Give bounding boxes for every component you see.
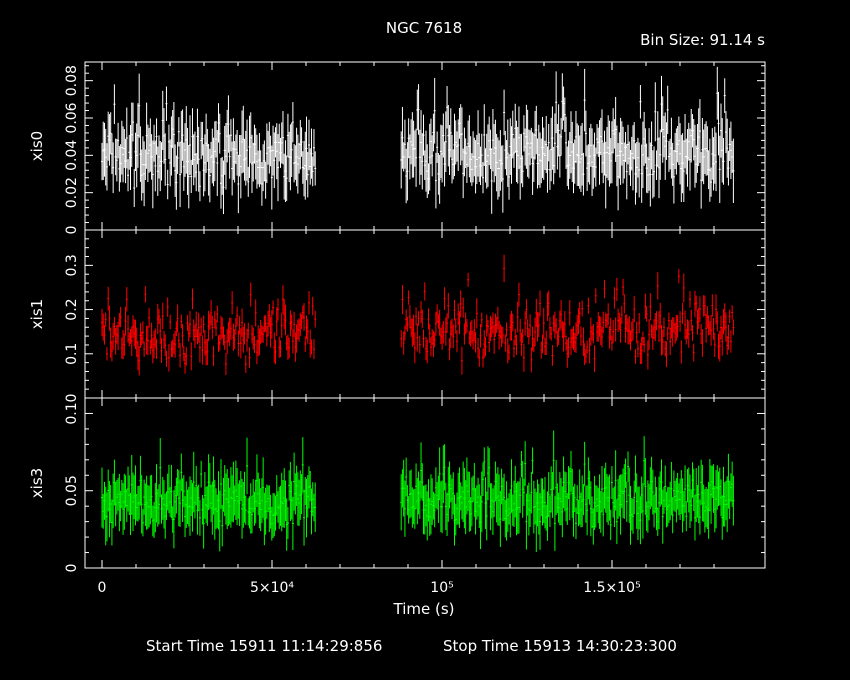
y-tick-label: 0.3 (64, 254, 80, 276)
x-axis-label: Time (s) (393, 600, 455, 618)
panel-xis0: 0 0.02 0.04 0.06 0.08 xis0 (28, 61, 766, 235)
series-xis1 (101, 254, 735, 376)
x-tick-label: 10⁵ (430, 580, 453, 596)
series-xis0 (101, 66, 735, 215)
y-tick-label: 0.06 (64, 102, 80, 133)
y-tick-label: 0.02 (64, 177, 80, 208)
y-tick-label: 0.05 (64, 475, 80, 506)
y-tick-label: 0.2 (64, 298, 80, 320)
y-axis-label: xis0 (28, 131, 46, 161)
y-tick-label: 0 (64, 564, 80, 573)
start-time: Start Time 15911 11:14:29:856 (146, 637, 382, 655)
stop-time: Stop Time 15913 14:30:23:300 (443, 637, 677, 655)
y-tick-label: 0 (64, 394, 80, 403)
x-tick-label: 0 (98, 580, 107, 596)
x-tick-label: 1.5×10⁵ (583, 580, 640, 596)
x-tick-labels: 0 5×10⁴ 10⁵ 1.5×10⁵ (98, 580, 641, 596)
y-tick-label: 0.1 (64, 402, 80, 424)
panel-xis3: 0 0.05 0.1 xis3 (28, 397, 766, 573)
chart-title: NGC 7618 (386, 19, 462, 37)
panel-frame (84, 229, 766, 399)
bin-size-label: Bin Size: 91.14 s (640, 31, 765, 49)
y-tick-label: 0 (64, 226, 80, 235)
y-tick-label: 0.04 (64, 140, 80, 171)
panels: 00.020.040.060.08xis000.10.20.3xis100.05… (28, 61, 766, 573)
y-tick-label: 0.1 (64, 343, 80, 365)
y-axis-label: xis3 (28, 468, 46, 498)
y-axis-label: xis1 (28, 299, 46, 329)
y-tick-label: 0.08 (64, 65, 80, 96)
x-tick-label: 5×10⁴ (250, 580, 294, 596)
panel-xis1: 0 0.1 0.2 0.3 xis1 (28, 229, 766, 403)
series-xis3 (101, 430, 735, 552)
panel-frame (84, 397, 766, 569)
